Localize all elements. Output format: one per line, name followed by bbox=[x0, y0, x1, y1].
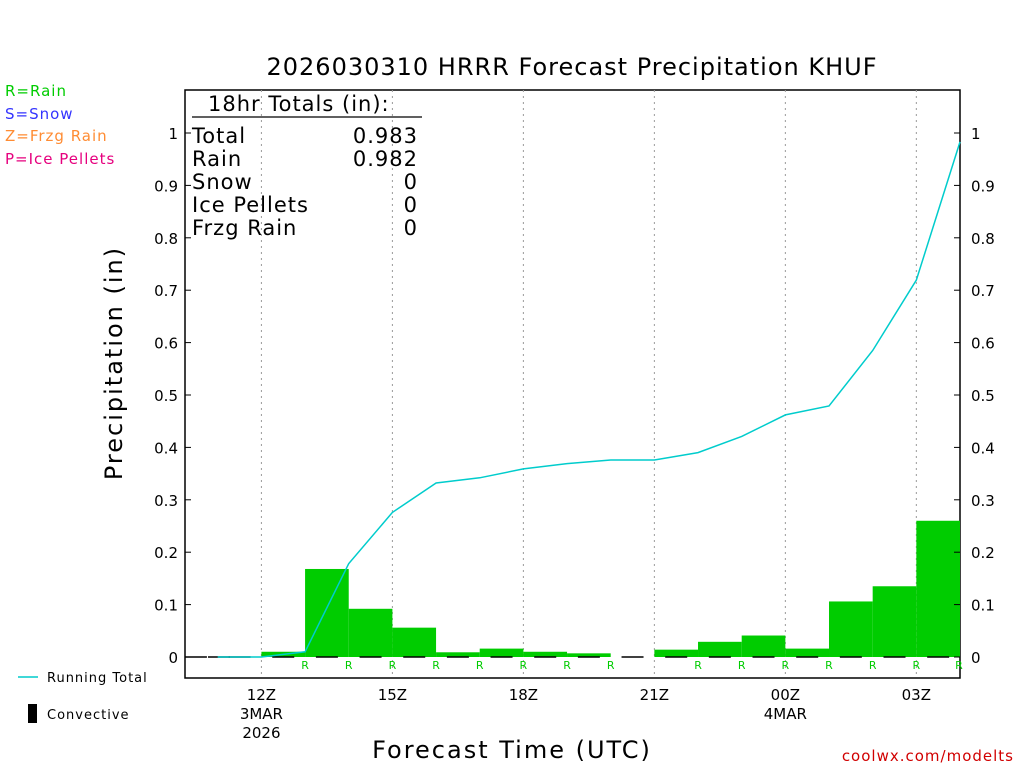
ytick-label-left-0.9: 0.9 bbox=[154, 177, 178, 195]
ptype-label-hour-18: R bbox=[520, 659, 528, 672]
chart-title: 2026030310 HRRR Forecast Precipitation K… bbox=[266, 53, 877, 81]
ytick-label-right-0.3: 0.3 bbox=[971, 492, 995, 510]
xtick-sublabel-2026: 2026 bbox=[242, 724, 280, 742]
ytick-label-right-0.4: 0.4 bbox=[971, 439, 995, 457]
ytick-label-left-0.4: 0.4 bbox=[154, 439, 178, 457]
ytick-label-right-0.7: 0.7 bbox=[971, 282, 995, 300]
ytick-label-right-0.8: 0.8 bbox=[971, 230, 995, 248]
xtick-sublabel-4MAR: 4MAR bbox=[764, 705, 807, 723]
ptype-label-hour-15: R bbox=[389, 659, 397, 672]
ptype-legend: R=Rain S=Snow Z=Frzg Rain P=Ice Pellets bbox=[5, 82, 115, 168]
ytick-label-left-0.2: 0.2 bbox=[154, 544, 178, 562]
ytick-label-right-0.2: 0.2 bbox=[971, 544, 995, 562]
ytick-label-right-1: 1 bbox=[971, 125, 981, 143]
ytick-label-right-0: 0 bbox=[971, 649, 981, 667]
convective-swatch bbox=[28, 704, 37, 723]
running-total-legend-label: Running Total bbox=[47, 671, 148, 686]
xtick-label-00Z: 00Z bbox=[771, 686, 800, 704]
bar-hour-27 bbox=[872, 586, 917, 657]
ptype-label-hour-19: R bbox=[563, 659, 571, 672]
ptype-label-hour-20: R bbox=[607, 659, 615, 672]
totals-label-frzg-rain: Frzg Rain bbox=[192, 216, 297, 240]
bar-hour-14 bbox=[305, 568, 349, 657]
bar-hour-16 bbox=[392, 627, 437, 657]
xtick-label-18Z: 18Z bbox=[509, 686, 538, 704]
legend-ice-pellets: P=Ice Pellets bbox=[5, 150, 115, 168]
ytick-label-right-0.6: 0.6 bbox=[971, 335, 995, 353]
x-gridlines bbox=[260, 90, 917, 678]
ptype-label-hour-28: R bbox=[955, 659, 963, 672]
bar-hour-20 bbox=[567, 653, 611, 657]
bar-hour-15 bbox=[348, 608, 393, 657]
xtick-label-15Z: 15Z bbox=[378, 686, 407, 704]
ytick-label-left-0.6: 0.6 bbox=[154, 335, 178, 353]
bar-hour-23 bbox=[698, 641, 742, 657]
totals-value-total: 0.983 bbox=[353, 124, 418, 148]
ytick-label-left-1: 1 bbox=[168, 125, 178, 143]
totals-value-rain: 0.982 bbox=[353, 147, 418, 171]
totals-label-rain: Rain bbox=[192, 147, 242, 171]
ptype-label-hour-22: R bbox=[694, 659, 702, 672]
totals-label-ice-pellets: Ice Pellets bbox=[192, 193, 309, 217]
xtick-label-03Z: 03Z bbox=[902, 686, 931, 704]
bar-hour-24 bbox=[741, 635, 786, 657]
ytick-label-left-0.5: 0.5 bbox=[154, 387, 178, 405]
running-total-line bbox=[217, 141, 961, 658]
plot-frame bbox=[184, 89, 961, 679]
bar-hour-18 bbox=[479, 648, 524, 657]
ytick-label-left-0.3: 0.3 bbox=[154, 492, 178, 510]
totals-header: 18hr Totals (in): bbox=[208, 92, 390, 116]
ytick-label-left-0.8: 0.8 bbox=[154, 230, 178, 248]
ptype-label-hour-17: R bbox=[476, 659, 484, 672]
legend-snow: S=Snow bbox=[5, 105, 74, 123]
legend-frzg-rain: Z=Frzg Rain bbox=[5, 127, 108, 145]
bar-hour-25 bbox=[785, 648, 830, 657]
xtick-sublabel-3MAR: 3MAR bbox=[240, 705, 283, 723]
ytick-label-right-0.1: 0.1 bbox=[971, 597, 995, 615]
bar-hour-19 bbox=[523, 651, 568, 657]
credit-text: coolwx.com/modelts bbox=[842, 747, 1014, 765]
y-axis-ticks: 0 00.1 0.10.2 0.20.3 0.30.4 0.40.5 0.50.6 0.60.… bbox=[154, 125, 995, 667]
ptype-label-hour-16: R bbox=[432, 659, 440, 672]
x-axis-label: Forecast Time (UTC) bbox=[372, 736, 652, 764]
totals-label-total: Total bbox=[191, 124, 246, 148]
ytick-label-left-0.1: 0.1 bbox=[154, 597, 178, 615]
ptype-label-hour-14: R bbox=[345, 659, 353, 672]
ytick-label-left-0.7: 0.7 bbox=[154, 282, 178, 300]
totals-value-frzg-rain: 0 bbox=[404, 216, 418, 240]
bottom-legend: Running Total Convective bbox=[18, 671, 148, 723]
xtick-label-12Z: 12Z bbox=[247, 686, 276, 704]
ytick-label-right-0.9: 0.9 bbox=[971, 177, 995, 195]
bar-hour-22 bbox=[654, 649, 699, 657]
ptype-label-hour-25: R bbox=[825, 659, 833, 672]
ytick-label-left-0: 0 bbox=[168, 649, 178, 667]
legend-rain: R=Rain bbox=[5, 82, 67, 100]
y-axis-label: Precipitation (in) bbox=[100, 246, 128, 480]
ytick-label-right-0.5: 0.5 bbox=[971, 387, 995, 405]
ptype-label-hour-24: R bbox=[782, 659, 790, 672]
ptype-label-hour-26: R bbox=[869, 659, 877, 672]
totals-label-snow: Snow bbox=[192, 170, 253, 194]
precip-bars bbox=[261, 520, 960, 657]
convective-legend-label: Convective bbox=[47, 708, 130, 723]
totals-value-snow: 0 bbox=[404, 170, 418, 194]
totals-value-ice-pellets: 0 bbox=[404, 193, 418, 217]
bar-hour-17 bbox=[436, 652, 480, 657]
xtick-label-21Z: 21Z bbox=[640, 686, 669, 704]
ptype-label-hour-13: R bbox=[301, 659, 309, 672]
ptype-label-hour-27: R bbox=[913, 659, 921, 672]
ptype-label-hour-23: R bbox=[738, 659, 746, 672]
bar-hour-26 bbox=[829, 601, 873, 657]
bar-hour-28 bbox=[916, 520, 960, 657]
totals-box: 18hr Totals (in): Total 0.983 Rain 0.982… bbox=[191, 92, 422, 240]
